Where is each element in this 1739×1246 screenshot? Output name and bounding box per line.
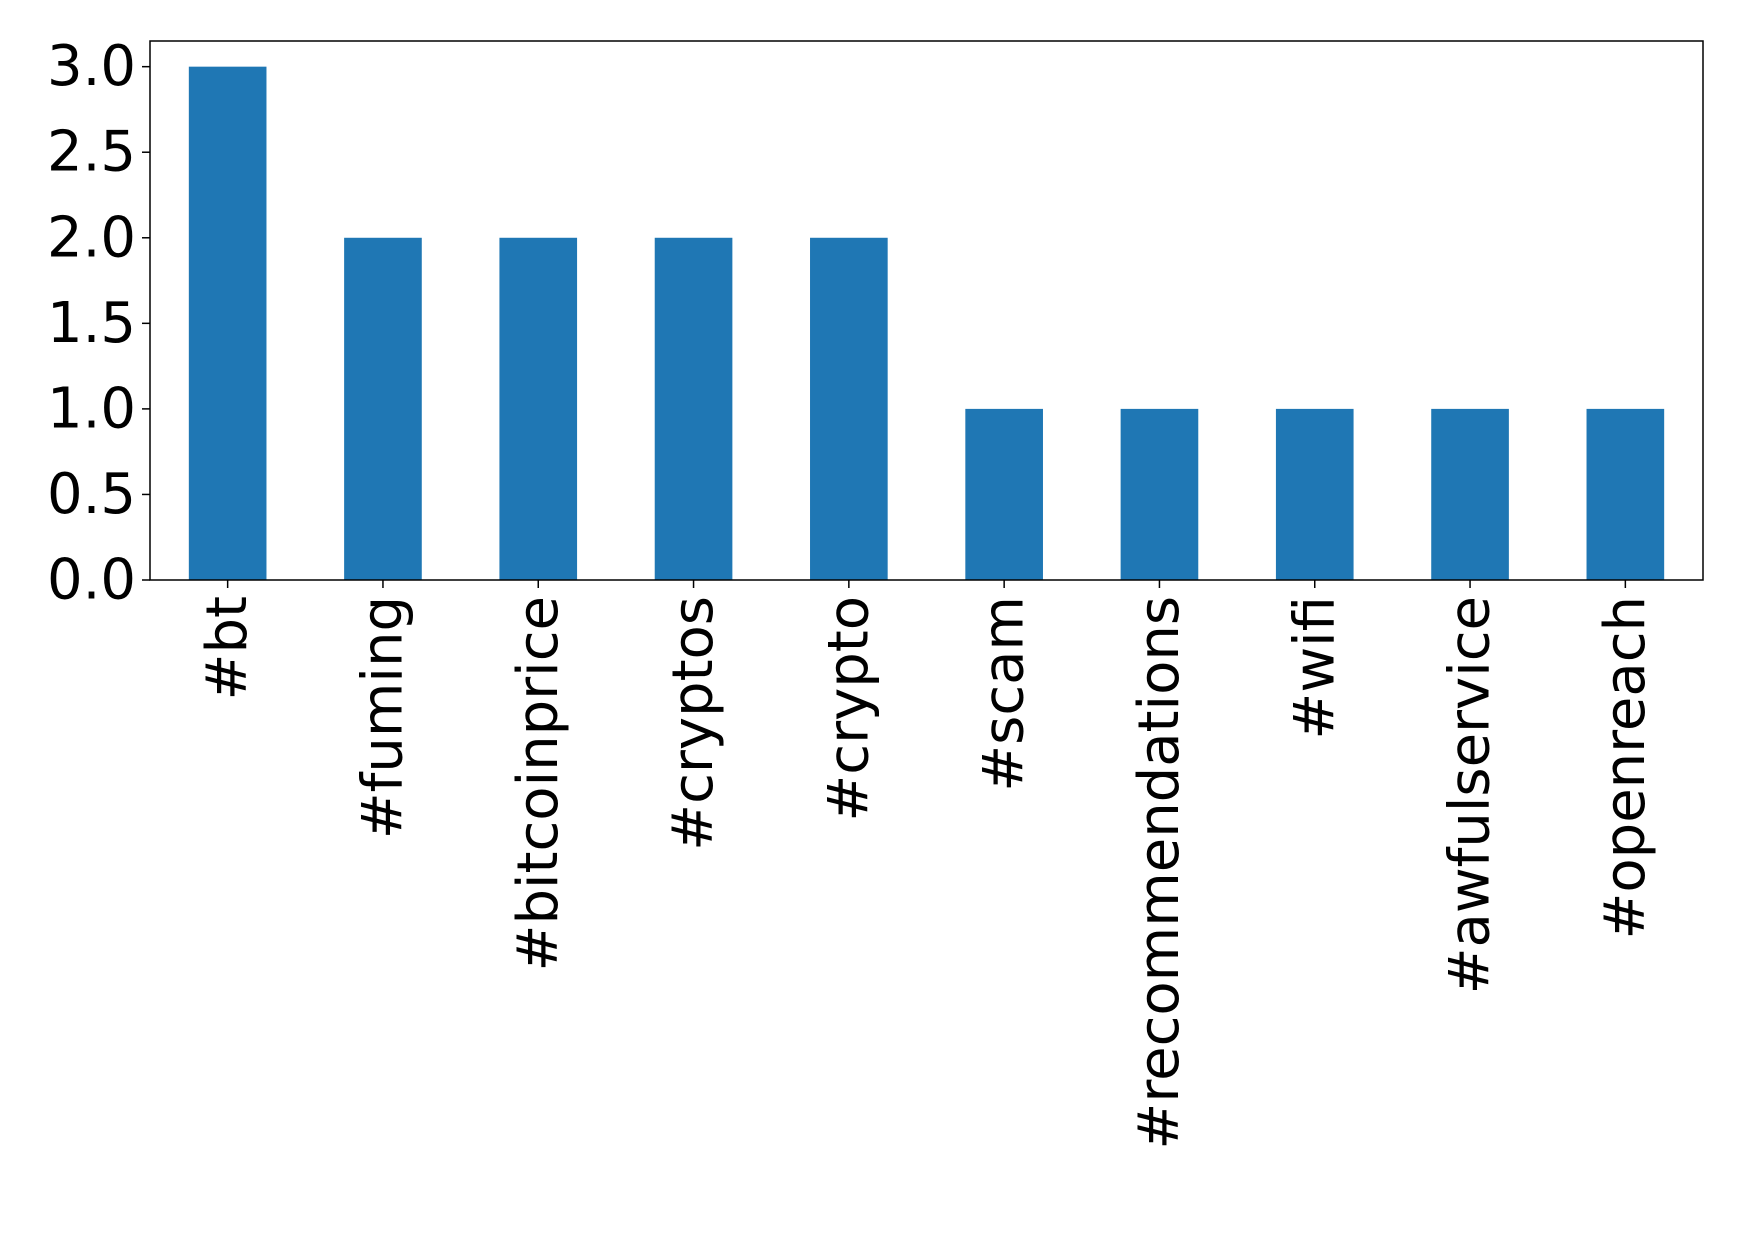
bar-awfulservice <box>1431 408 1509 580</box>
x-tick-label: #bt <box>195 596 260 700</box>
y-tick-label: 0.5 <box>47 462 136 527</box>
bar-bt <box>188 66 267 580</box>
x-tick-label: #crypto <box>816 596 881 822</box>
bar-cryptos <box>654 237 733 580</box>
x-tick-label: #awfulservice <box>1438 596 1503 994</box>
y-tick-label: 3.0 <box>47 34 136 99</box>
y-tick-label: 2.5 <box>47 120 136 185</box>
x-tick-label: #cryptos <box>661 596 726 851</box>
x-axis: #bt #fuming #bitcoinprice #cryptos #crypto #s… <box>195 580 1658 1150</box>
y-tick-label: 0.0 <box>47 548 136 613</box>
y-tick-label: 1.5 <box>47 291 136 356</box>
bar-fuming <box>344 237 422 580</box>
x-tick-label: #wifi <box>1282 596 1347 740</box>
y-tick-label: 1.0 <box>47 376 136 441</box>
bar-wifi <box>1275 408 1354 580</box>
bar-openreach <box>1586 408 1665 580</box>
x-tick-label: #scam <box>972 596 1037 792</box>
bars-group <box>188 66 1665 580</box>
y-tick-label: 2.0 <box>47 205 136 270</box>
bar-scam <box>965 408 1043 580</box>
y-axis: 0.0 0.5 1.0 1.5 2.0 2.5 3.0 <box>47 34 150 613</box>
bar-recommendations <box>1120 408 1199 580</box>
x-tick-label: #fuming <box>350 596 415 839</box>
bar-crypto <box>810 237 888 580</box>
x-tick-label: #bitcoinprice <box>506 596 571 971</box>
bar-bitcoinprice <box>499 237 578 580</box>
x-tick-label: #openreach <box>1593 596 1658 940</box>
x-tick-label: #recommendations <box>1127 596 1192 1150</box>
plot-frame <box>149 40 1704 581</box>
